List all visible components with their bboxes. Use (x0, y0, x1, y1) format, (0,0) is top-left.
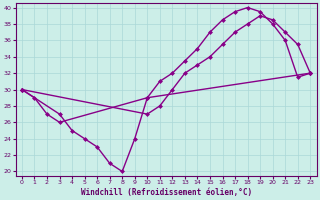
X-axis label: Windchill (Refroidissement éolien,°C): Windchill (Refroidissement éolien,°C) (81, 188, 252, 197)
